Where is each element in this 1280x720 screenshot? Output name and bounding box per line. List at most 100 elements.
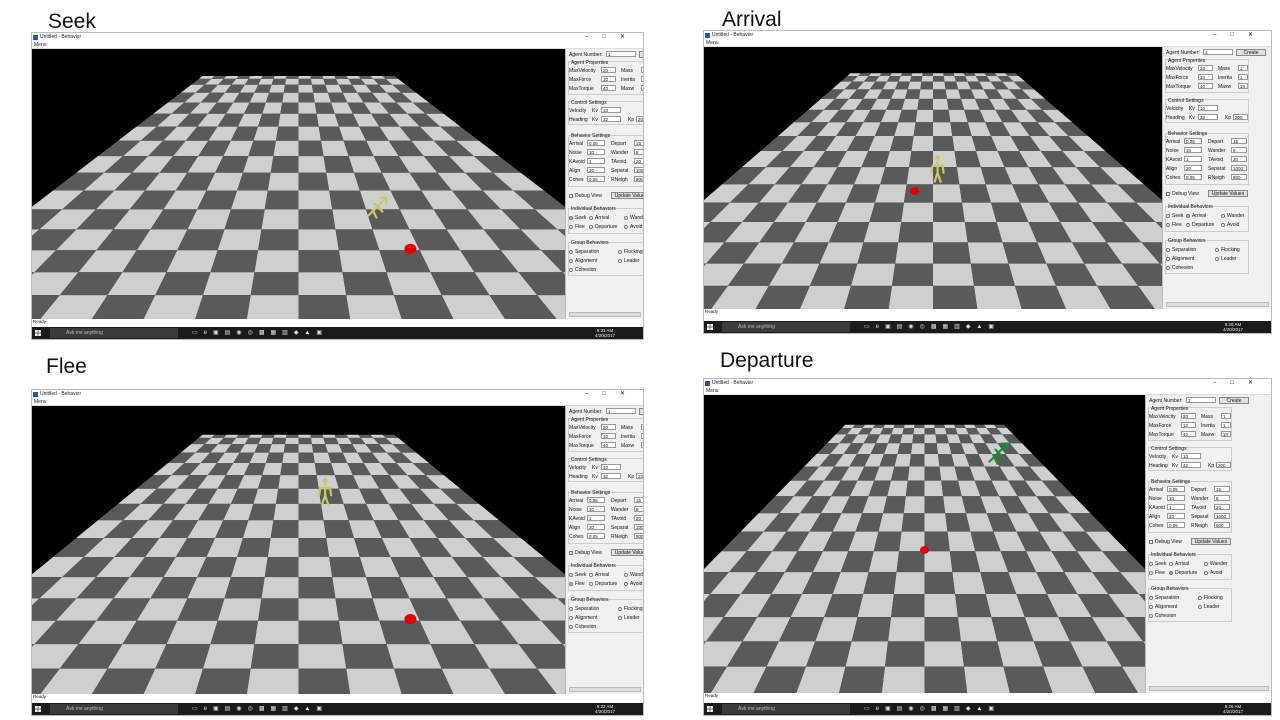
radio-avoid-dot[interactable]: [624, 224, 628, 229]
noise-field[interactable]: 10: [1184, 147, 1202, 153]
update-values-button[interactable]: Update Values: [1191, 538, 1231, 545]
noise-field[interactable]: 10: [587, 149, 605, 155]
radio-leader[interactable]: Leader: [618, 258, 640, 264]
separat-field[interactable]: 1000: [634, 524, 643, 530]
radio-separation-dot[interactable]: [569, 606, 573, 611]
radio-cohesion-dot[interactable]: [569, 624, 573, 629]
radio-separation[interactable]: Separation: [1149, 595, 1179, 601]
separat-field[interactable]: 1000: [634, 167, 643, 173]
debug-view-checkbox[interactable]: Debug View: [1166, 191, 1199, 197]
radio-flee[interactable]: Flee: [569, 224, 585, 230]
arrival-setting-field[interactable]: 0.05: [587, 140, 605, 146]
radio-seek-dot[interactable]: [1149, 561, 1153, 566]
radio-departure[interactable]: Departure: [589, 224, 617, 230]
tavoid-field[interactable]: 20: [1231, 156, 1247, 162]
scene-viewport[interactable]: [32, 406, 565, 694]
agent-number-field[interactable]: 1: [606, 408, 636, 414]
radio-flocking-dot[interactable]: [618, 606, 622, 611]
radio-seek-dot[interactable]: [1166, 213, 1170, 218]
radio-leader-dot[interactable]: [618, 258, 622, 263]
arrival-setting-field[interactable]: 0.05: [1184, 138, 1202, 144]
radio-flee-dot[interactable]: [1166, 222, 1170, 227]
radio-seek-dot[interactable]: [569, 215, 573, 220]
max-velocity-field[interactable]: 20: [601, 424, 616, 430]
radio-alignment-dot[interactable]: [1166, 256, 1170, 261]
radio-alignment-dot[interactable]: [1149, 604, 1153, 609]
radio-cohesion[interactable]: Cohesion: [1149, 613, 1176, 619]
taskbar-app-icons[interactable]: ▭e▣▤◉◎▩▦▧◆▲▣: [192, 330, 329, 336]
radio-wander-dot[interactable]: [1204, 561, 1208, 566]
windows-start-icon[interactable]: [35, 706, 41, 712]
menu-bar[interactable]: Menu: [704, 40, 1271, 47]
cohes-field[interactable]: 0.05: [587, 533, 605, 539]
radio-avoid[interactable]: Avoid: [1221, 222, 1239, 228]
radio-arrival-dot[interactable]: [1186, 213, 1190, 218]
max-angular-field[interactable]: 10: [641, 85, 643, 91]
radio-wander-dot[interactable]: [624, 215, 628, 220]
radio-avoid[interactable]: Avoid: [1204, 570, 1222, 576]
heading-kp-field[interactable]: 200: [636, 116, 643, 122]
scene-viewport[interactable]: [704, 395, 1145, 693]
taskbar-app-icons[interactable]: ▭e▣▤◉◎▩▦▧◆▲▣: [864, 706, 1001, 712]
kavoid-field[interactable]: 1: [1184, 156, 1202, 162]
separat-field[interactable]: 1000: [1231, 165, 1247, 171]
update-values-button[interactable]: Update Values: [1208, 190, 1248, 197]
agent-number-field[interactable]: 1: [606, 51, 636, 57]
radio-wander[interactable]: Wander: [624, 215, 643, 221]
inertia-field[interactable]: 1: [1221, 422, 1231, 428]
velocity-kv-field[interactable]: 10: [601, 464, 621, 470]
radio-separation[interactable]: Separation: [569, 249, 599, 255]
taskbar-search-box[interactable]: Ask me anything: [722, 322, 850, 332]
radio-arrival[interactable]: Arrival: [589, 572, 609, 578]
wander-setting-field[interactable]: 8: [634, 506, 643, 512]
radio-flee-dot[interactable]: [569, 581, 573, 586]
radio-flocking-dot[interactable]: [1215, 247, 1219, 252]
radio-arrival-dot[interactable]: [589, 215, 593, 220]
depart-setting-field[interactable]: 15: [634, 140, 643, 146]
arrival-setting-field[interactable]: 0.05: [587, 497, 605, 503]
wander-setting-field[interactable]: 8: [1214, 495, 1230, 501]
heading-kp-field[interactable]: 200: [1233, 114, 1248, 120]
heading-kv-field[interactable]: 32: [601, 473, 621, 479]
menu-item-menu[interactable]: Menu: [34, 42, 47, 48]
radio-flee-dot[interactable]: [569, 224, 573, 229]
heading-kp-field[interactable]: 200: [636, 473, 643, 479]
max-angular-field[interactable]: 10: [641, 442, 643, 448]
agent-number-field[interactable]: 1: [1203, 49, 1233, 55]
inertia-field[interactable]: 1: [1238, 74, 1248, 80]
radio-wander[interactable]: Wander: [1221, 213, 1244, 219]
radio-alignment[interactable]: Alignment: [569, 258, 597, 264]
depart-setting-field[interactable]: 15: [1214, 486, 1230, 492]
radio-separation-dot[interactable]: [1166, 247, 1170, 252]
radio-flee[interactable]: Flee: [1166, 222, 1182, 228]
radio-avoid-dot[interactable]: [1204, 570, 1208, 575]
align-field[interactable]: 20: [1184, 165, 1202, 171]
panel-scrollbar[interactable]: [1149, 686, 1269, 691]
max-torque-field[interactable]: 40: [601, 442, 616, 448]
cohes-field[interactable]: 0.05: [1167, 522, 1185, 528]
heading-kv-field[interactable]: 32: [1181, 462, 1201, 468]
inertia-field[interactable]: 1: [641, 76, 643, 82]
rneigh-field[interactable]: 800: [1231, 174, 1247, 180]
taskbar-clock[interactable]: 9:28 AM 4/20/2017: [1223, 322, 1243, 332]
velocity-kv-field[interactable]: 10: [601, 107, 621, 113]
rneigh-field[interactable]: 800: [634, 176, 643, 182]
panel-scrollbar[interactable]: [569, 687, 641, 692]
noise-field[interactable]: 10: [587, 506, 605, 512]
radio-avoid-dot[interactable]: [1221, 222, 1225, 227]
radio-arrival[interactable]: Arrival: [589, 215, 609, 221]
inertia-field[interactable]: 1: [641, 433, 643, 439]
wander-setting-field[interactable]: 8: [1231, 147, 1247, 153]
debug-view-checkbox[interactable]: Debug View: [569, 193, 602, 199]
taskbar-search-box[interactable]: Ask me anything: [50, 328, 178, 338]
radio-separation[interactable]: Separation: [569, 606, 599, 612]
radio-wander-dot[interactable]: [624, 572, 628, 577]
kavoid-field[interactable]: 1: [1167, 504, 1185, 510]
radio-leader[interactable]: Leader: [1198, 604, 1220, 610]
tavoid-field[interactable]: 20: [1214, 504, 1230, 510]
taskbar-clock[interactable]: 9:26 AM 4/20/2017: [1223, 704, 1243, 714]
tavoid-field[interactable]: 20: [634, 158, 643, 164]
rneigh-field[interactable]: 800: [634, 533, 643, 539]
radio-alignment[interactable]: Alignment: [1166, 256, 1194, 262]
checkbox-icon[interactable]: [1166, 191, 1170, 196]
